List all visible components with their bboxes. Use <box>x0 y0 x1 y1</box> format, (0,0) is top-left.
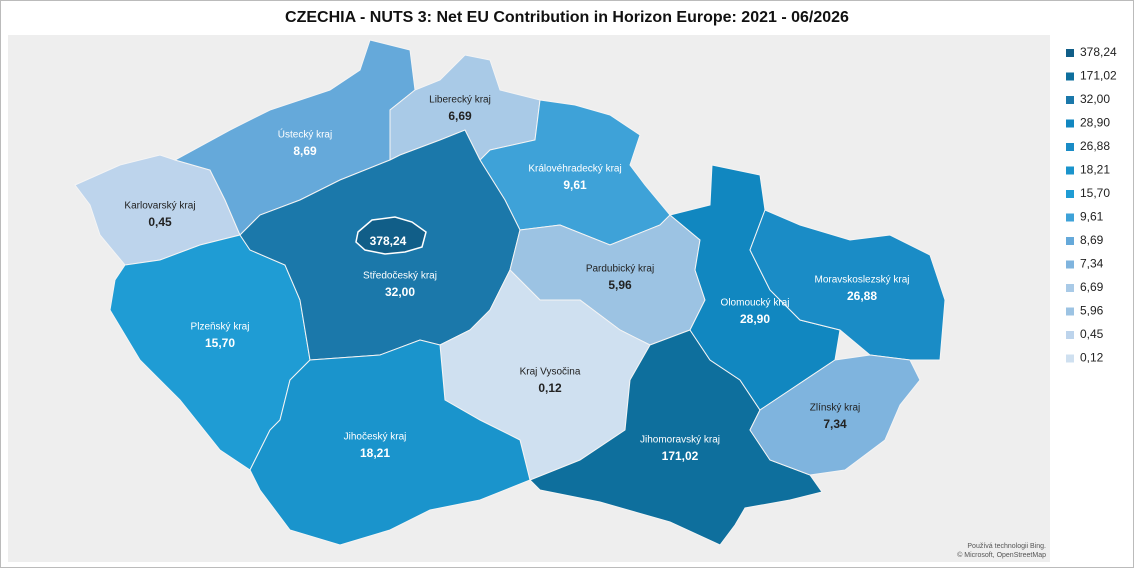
legend-swatch <box>1066 72 1074 81</box>
region-value: 171,02 <box>662 449 699 463</box>
region-name: Liberecký kraj <box>429 95 491 106</box>
region <box>749 209 946 361</box>
region-value: 7,34 <box>823 417 847 431</box>
legend-swatch <box>1066 331 1074 339</box>
legend-label: 0,45 <box>1080 327 1104 341</box>
region <box>249 339 531 546</box>
legend-label: 9,61 <box>1080 210 1104 224</box>
region <box>355 216 427 255</box>
region-name: Olomoucký kraj <box>721 298 790 309</box>
region-value: 9,61 <box>563 178 587 192</box>
legend-label: 7,34 <box>1080 257 1104 271</box>
legend-swatch <box>1066 166 1074 175</box>
legend-swatch <box>1066 213 1074 222</box>
legend-swatch <box>1066 143 1074 151</box>
region-value: 18,21 <box>360 446 390 460</box>
legend-swatch <box>1066 354 1074 363</box>
region-value: 28,90 <box>740 312 770 326</box>
region-value: 8,69 <box>293 144 317 158</box>
region-value: 26,88 <box>847 289 877 303</box>
legend-label: 15,70 <box>1080 186 1110 200</box>
legend-swatch <box>1066 260 1074 269</box>
legend-label: 8,69 <box>1080 233 1104 247</box>
legend-swatch <box>1066 307 1074 316</box>
attribution: © Microsoft, OpenStreetMap <box>957 551 1046 559</box>
attribution: Používá technologii Bing. <box>967 543 1046 550</box>
region-name: Jihočeský kraj <box>344 432 407 443</box>
region-value: 378,24 <box>370 234 407 248</box>
region-name: Kraj Vysočina <box>520 367 581 378</box>
legend-label: 378,24 <box>1080 45 1117 59</box>
legend-swatch <box>1066 190 1074 198</box>
region-name: Ústecký kraj <box>278 128 332 141</box>
legend-label: 6,69 <box>1080 280 1104 294</box>
legend-label: 26,88 <box>1080 139 1110 153</box>
legend-swatch <box>1066 284 1074 292</box>
legend-label: 5,96 <box>1080 304 1104 318</box>
region-value: 5,96 <box>608 278 632 292</box>
title: CZECHIA - NUTS 3: Net EU Contribution in… <box>285 9 849 26</box>
region-name: Pardubický kraj <box>586 264 654 275</box>
legend-label: 171,02 <box>1080 69 1117 83</box>
region <box>749 354 921 476</box>
legend-swatch <box>1066 49 1074 57</box>
region-name: Karlovarský kraj <box>124 201 195 212</box>
legend-label: 18,21 <box>1080 163 1110 177</box>
region-value: 0,45 <box>148 215 172 229</box>
legend-swatch <box>1066 119 1074 128</box>
region-value: 32,00 <box>385 285 415 299</box>
region-name: Zlínský kraj <box>810 403 861 414</box>
region-name: Plzeňský kraj <box>191 322 250 333</box>
region-value: 6,69 <box>448 109 472 123</box>
region-name: Středočeský kraj <box>363 271 437 282</box>
legend-swatch <box>1066 237 1074 245</box>
legend-label: 32,00 <box>1080 92 1110 106</box>
region-name: Královéhradecký kraj <box>528 164 621 175</box>
legend-label: 28,90 <box>1080 116 1110 130</box>
region-value: 15,70 <box>205 336 235 350</box>
legend-label: 0,12 <box>1080 351 1104 365</box>
legend-swatch <box>1066 96 1074 104</box>
region-name: Moravskoslezský kraj <box>814 275 909 286</box>
region-name: Jihomoravský kraj <box>640 435 720 446</box>
region-value: 0,12 <box>538 381 562 395</box>
